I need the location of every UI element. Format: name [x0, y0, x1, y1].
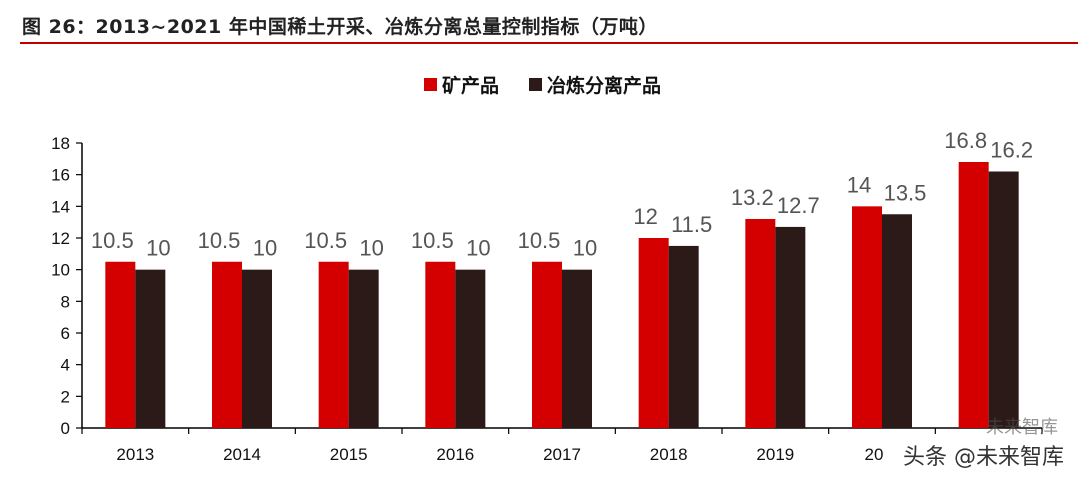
y-tick-label: 2 [61, 387, 70, 406]
watermark-sub: 未来智库 [986, 417, 1058, 438]
x-axis: 2013 2014 2015 2016 2017 2018 2019 20 [81, 427, 1043, 464]
bar-smelting-2016 [455, 269, 486, 428]
legend: 矿产品 冶炼分离产品 [424, 74, 661, 97]
bar-mineral-2020 [852, 206, 882, 428]
y-tick-label: 4 [61, 356, 70, 375]
title-rule [20, 42, 1078, 44]
bar-mineral-2019 [745, 219, 776, 428]
bar-smelting-2015 [348, 269, 379, 428]
data-label: 16.8 [944, 128, 987, 153]
data-label: 16.2 [990, 138, 1033, 163]
x-tick-label: 2013 [116, 445, 154, 464]
chart-title: 图 26：2013~2021 年中国稀土开采、冶炼分离总量控制指标（万吨） [22, 16, 658, 38]
legend-swatch-1 [529, 78, 542, 91]
data-label: 10.5 [198, 228, 241, 253]
legend-label-1: 冶炼分离产品 [547, 74, 661, 97]
data-label: 10 [253, 236, 277, 261]
x-tick-label: 2015 [330, 445, 368, 464]
y-tick-label: 18 [51, 134, 70, 153]
watermark: 未来智库 头条 @未来智库 [903, 417, 1064, 471]
data-labels: 10.5 10 10.5 10 10.5 10 10.5 10 10.5 10 12 11.5 13.2… [91, 128, 1033, 261]
data-label: 10 [466, 236, 490, 261]
bar-mineral-2013 [105, 261, 136, 428]
bar-smelting-2018 [668, 245, 699, 428]
data-label: 10.5 [518, 228, 561, 253]
bar-smelting-2021 [988, 171, 1019, 428]
y-tick-label: 14 [51, 197, 70, 216]
data-label: 12 [633, 204, 657, 229]
bar-smelting-2017 [562, 269, 592, 428]
data-label: 13.5 [884, 180, 927, 205]
data-label: 13.2 [731, 185, 774, 210]
y-tick-label: 6 [61, 324, 70, 343]
y-tick-label: 0 [61, 419, 70, 438]
watermark-text: 头条 @未来智库 [903, 445, 1064, 470]
bar-smelting-2020 [882, 214, 912, 428]
bars [105, 162, 1019, 428]
data-label: 14 [847, 172, 871, 197]
data-label: 12.7 [777, 193, 820, 218]
x-tick-label: 2017 [543, 445, 581, 464]
x-tick-label: 2014 [223, 445, 261, 464]
y-tick-label: 12 [51, 229, 70, 248]
y-tick-label: 8 [61, 292, 70, 311]
data-label: 10.5 [304, 228, 347, 253]
bar-mineral-2015 [318, 261, 349, 428]
x-tick-label: 20 [865, 445, 884, 464]
data-label: 10.5 [91, 228, 134, 253]
bar-mineral-2021 [958, 162, 989, 428]
bar-mineral-2014 [212, 261, 242, 428]
data-label: 10 [573, 236, 597, 261]
bar-mineral-2018 [638, 238, 669, 428]
y-tick-label: 16 [51, 166, 70, 185]
bar-mineral-2016 [425, 261, 456, 428]
bar-mineral-2017 [532, 261, 562, 428]
x-tick-label: 2019 [756, 445, 794, 464]
bar-smelting-2014 [242, 269, 272, 428]
y-axis: 0 2 4 6 8 10 12 14 16 18 [51, 134, 83, 438]
data-label: 10 [359, 236, 383, 261]
legend-label-0: 矿产品 [442, 74, 499, 97]
y-tick-label: 10 [51, 261, 70, 280]
data-label: 11.5 [671, 212, 712, 237]
x-tick-label: 2018 [650, 445, 688, 464]
x-tick-label: 2016 [436, 445, 474, 464]
data-label: 10.5 [411, 228, 454, 253]
bar-smelting-2013 [135, 269, 166, 428]
bar-smelting-2019 [775, 226, 806, 428]
legend-swatch-0 [424, 78, 437, 91]
data-label: 10 [146, 236, 170, 261]
